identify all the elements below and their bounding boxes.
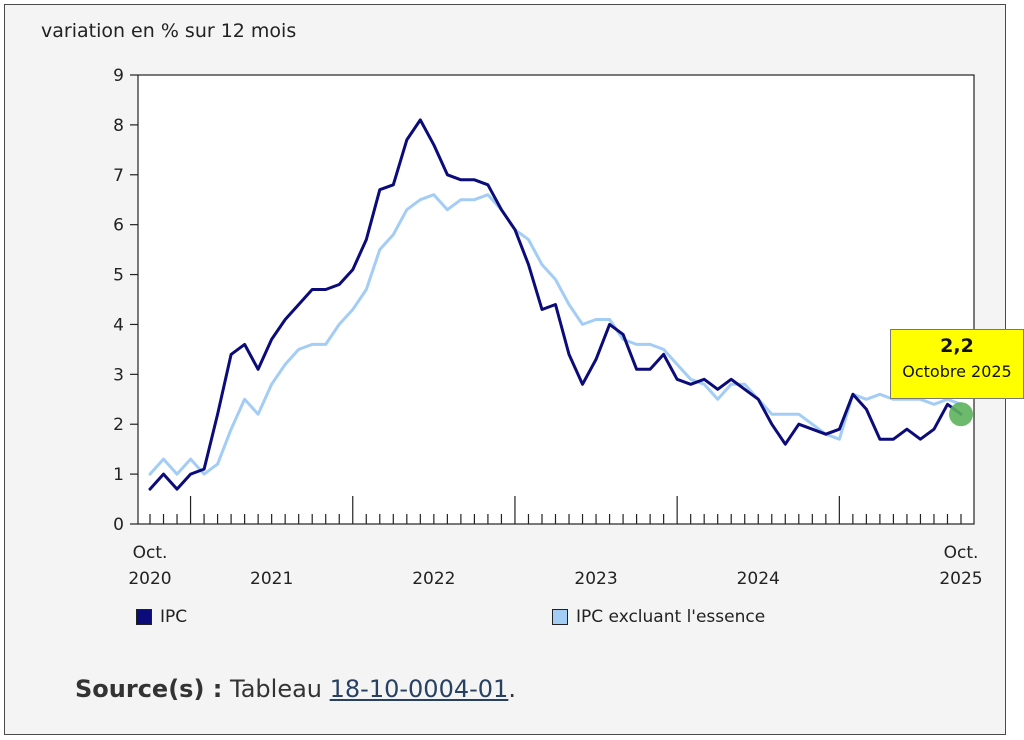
y-tick-label: 7 <box>113 166 124 186</box>
data-tooltip: 2,2 Octobre 2025 <box>890 329 1024 399</box>
tooltip-value: 2,2 <box>940 335 974 357</box>
x-tick-label-month: Oct. <box>133 543 168 563</box>
legend-label-ipc-excluant-essence: IPC excluant l'essence <box>576 607 766 627</box>
x-tick-label-year: 2025 <box>939 569 982 589</box>
y-tick-label: 0 <box>113 515 124 535</box>
series-line-ipc[interactable] <box>148 118 963 491</box>
y-tick-label: 9 <box>113 66 124 86</box>
x-tick-label-year: 2020 <box>128 569 171 589</box>
x-tick-label-year: 2024 <box>737 569 780 589</box>
x-tick-label-year: 2021 <box>250 569 293 589</box>
y-tick-label: 6 <box>113 216 124 236</box>
y-tick-label: 8 <box>113 116 124 136</box>
legend-swatch-ipc-excluant-essence <box>552 609 568 625</box>
y-tick-label: 3 <box>113 365 124 385</box>
source-suffix: . <box>508 675 516 703</box>
source-prefix: Tableau <box>230 675 322 703</box>
x-tick-label-year: 2022 <box>412 569 455 589</box>
x-tick-label-month: Oct. <box>944 543 979 563</box>
legend-swatch-ipc <box>136 609 152 625</box>
y-axis-label: variation en % sur 12 mois <box>41 20 297 42</box>
legend-label-ipc: IPC <box>160 607 188 627</box>
y-tick-label: 2 <box>113 415 124 435</box>
tooltip-date: Octobre 2025 <box>902 362 1012 381</box>
y-tick-label: 5 <box>113 266 124 286</box>
plot-area <box>137 74 975 525</box>
legend-item-ipc-excluant-essence[interactable]: IPC excluant l'essence <box>552 607 765 627</box>
y-tick-label: 4 <box>113 315 124 335</box>
source-note: Source(s) : Tableau 18-10-0004-01. <box>75 675 516 703</box>
source-table-link[interactable]: 18-10-0004-01 <box>329 675 509 703</box>
y-tick-label: 1 <box>113 465 124 485</box>
highlight-point[interactable] <box>949 402 973 427</box>
legend-item-ipc[interactable]: IPC <box>136 607 187 627</box>
x-tick-label-year: 2023 <box>574 569 617 589</box>
source-label: Source(s) : <box>75 675 223 703</box>
